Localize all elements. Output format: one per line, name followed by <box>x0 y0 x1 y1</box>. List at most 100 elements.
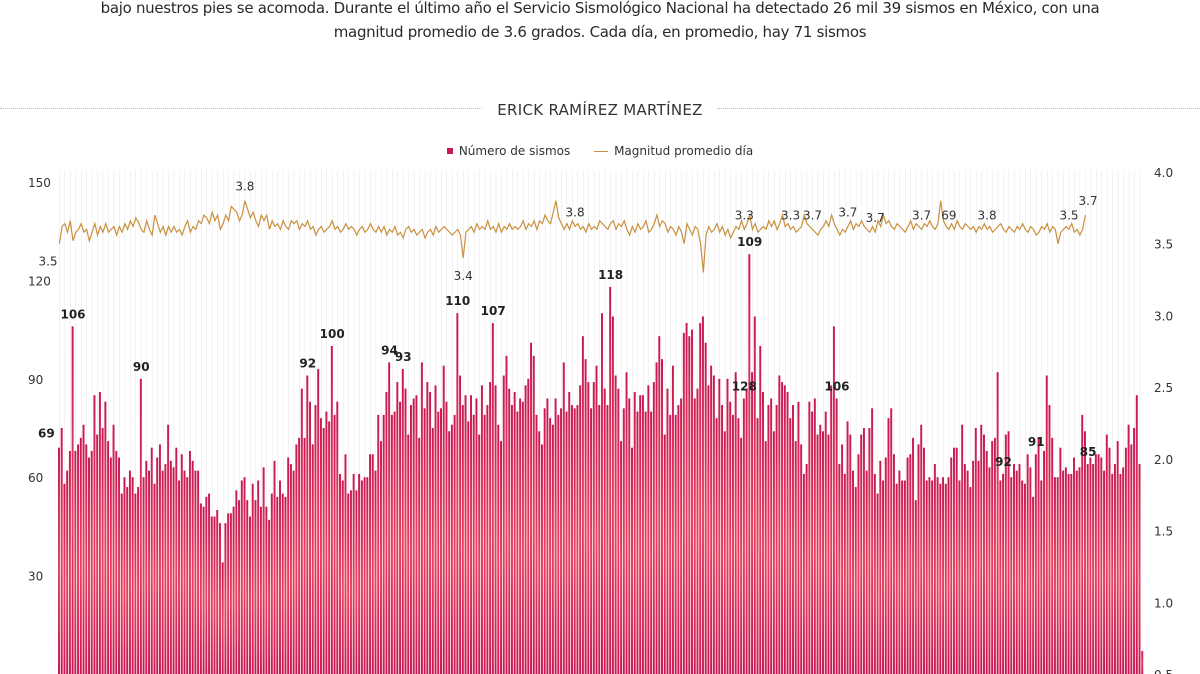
bar <box>491 323 494 674</box>
bar <box>486 405 489 674</box>
bar <box>292 470 295 674</box>
bar <box>281 493 284 674</box>
bar <box>819 424 822 674</box>
bar <box>963 464 966 674</box>
bar <box>1021 480 1024 674</box>
bar <box>852 470 854 674</box>
right-tick-label: 0.5 <box>1154 668 1173 674</box>
bar <box>210 516 213 674</box>
bar <box>942 477 945 674</box>
bar <box>374 470 377 674</box>
bar <box>1018 464 1021 674</box>
bar <box>647 385 650 674</box>
legend-item-bars: Número de sismos <box>446 144 570 158</box>
bar <box>325 411 328 674</box>
bar <box>158 444 161 674</box>
bar <box>797 401 800 674</box>
bar <box>737 418 740 674</box>
bar <box>999 480 1002 674</box>
bar <box>412 398 415 674</box>
legend-item-line: Magnitud promedio día <box>594 144 753 158</box>
bar <box>674 414 677 674</box>
bar <box>857 454 860 674</box>
legend-label-line: Magnitud promedio día <box>614 143 754 158</box>
bar <box>300 388 303 674</box>
bar <box>66 470 69 674</box>
intro-text: bajo nuestros pies se acomoda. Durante e… <box>0 0 1200 44</box>
bar <box>909 454 912 674</box>
bar <box>808 401 811 674</box>
bar <box>407 434 410 674</box>
bar <box>592 382 595 674</box>
bar-value-label: 92 <box>299 357 316 371</box>
bar <box>153 483 156 674</box>
bar <box>972 460 975 674</box>
bar <box>178 480 181 674</box>
bar <box>903 480 906 674</box>
bar <box>249 516 251 674</box>
bar <box>1138 464 1141 674</box>
bar <box>369 454 372 674</box>
bar <box>1135 395 1138 674</box>
bar <box>172 467 175 674</box>
bar <box>1059 447 1062 674</box>
bar <box>710 365 713 674</box>
bar <box>628 398 631 674</box>
bar <box>259 506 262 674</box>
bar <box>431 428 434 674</box>
bar <box>947 477 950 674</box>
bar <box>445 401 448 674</box>
bar <box>366 477 369 674</box>
line-value-label: 3.3 <box>735 208 754 222</box>
bar <box>1141 651 1144 674</box>
bar <box>464 395 467 674</box>
bar <box>1032 496 1035 674</box>
line-value-label: 3.7 <box>912 208 931 222</box>
bar <box>221 562 224 674</box>
bar <box>1064 467 1067 674</box>
bar <box>279 480 281 674</box>
bar <box>661 359 663 674</box>
bar <box>183 470 186 674</box>
line-value-label: 3.4 <box>454 269 473 283</box>
bar <box>772 431 775 674</box>
line-value-label: 3.7 <box>803 208 822 222</box>
bar <box>467 421 470 674</box>
left-tick-label: 150 <box>28 176 51 190</box>
bar <box>983 434 985 674</box>
right-tick-label: 2.5 <box>1154 381 1173 395</box>
bar <box>1043 450 1045 674</box>
bar <box>641 395 644 674</box>
bar <box>363 477 366 674</box>
bar <box>399 401 402 674</box>
bar <box>262 467 265 674</box>
magnitude-series <box>58 200 1086 273</box>
bar <box>652 382 655 674</box>
bar <box>311 444 314 674</box>
bar <box>448 431 451 674</box>
bar <box>922 447 925 674</box>
bar-value-label: 100 <box>320 327 345 341</box>
bar <box>524 385 527 674</box>
bar <box>761 391 764 674</box>
bar <box>1119 473 1122 674</box>
bar <box>355 490 358 674</box>
bar <box>360 480 363 674</box>
bar <box>191 460 194 674</box>
bar <box>71 326 74 674</box>
bar-swatch-icon <box>446 148 453 154</box>
bar <box>595 365 598 674</box>
bar <box>93 395 96 674</box>
bar <box>1113 464 1116 674</box>
bar <box>693 398 696 674</box>
bar <box>1097 454 1100 674</box>
bar <box>145 460 148 674</box>
bar <box>606 405 609 674</box>
intro-line-2: magnitud promedio de 3.6 grados. Cada dí… <box>333 23 867 41</box>
bar <box>726 378 729 674</box>
bar <box>107 441 110 674</box>
bar <box>276 496 279 674</box>
bar <box>677 405 680 674</box>
right-tick-label: 1.0 <box>1154 596 1173 610</box>
bar <box>409 405 412 674</box>
